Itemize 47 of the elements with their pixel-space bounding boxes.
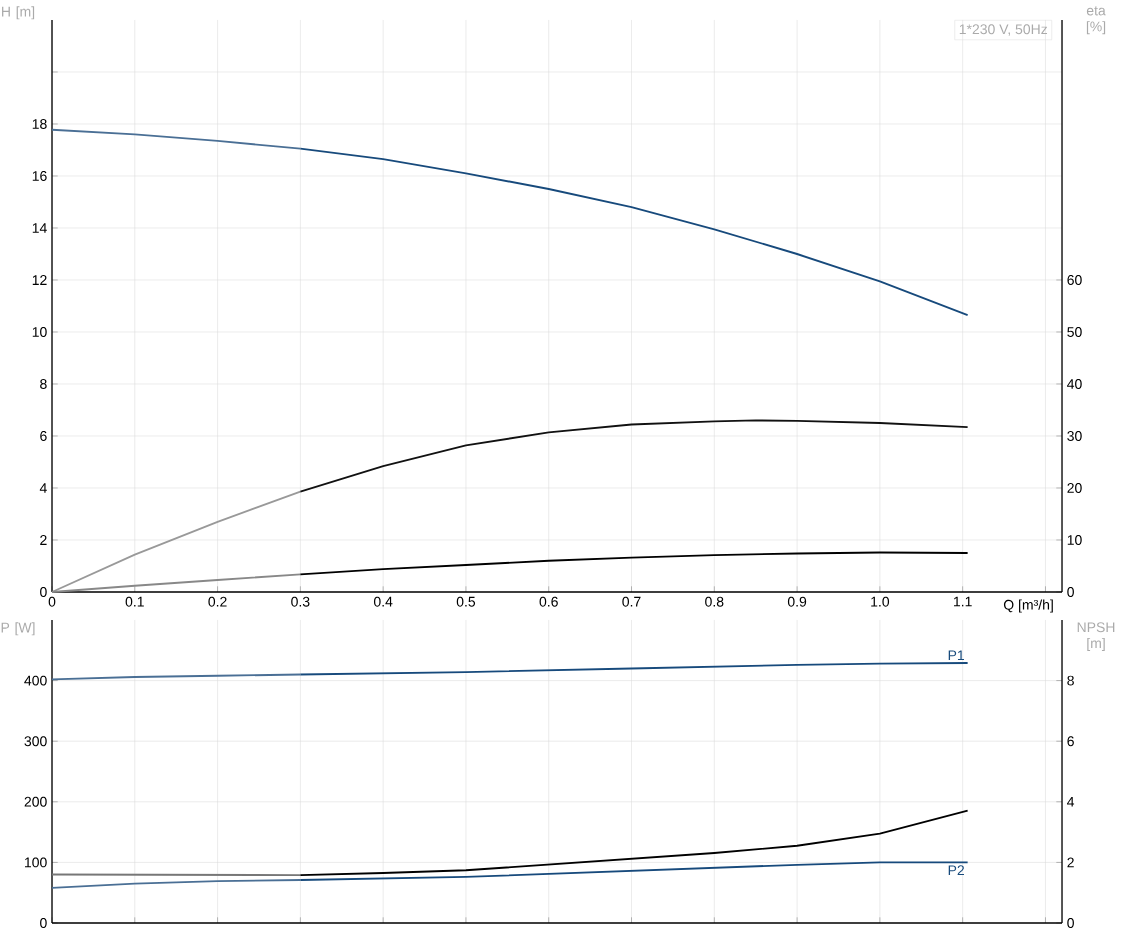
chart-title: 1*230 V, 50Hz: [959, 24, 1048, 36]
y2-tick-label: 0: [1067, 918, 1074, 928]
y2-tick-label: 50: [1067, 327, 1082, 337]
y-axis-title: P [W]: [1, 622, 35, 636]
y2-tick-label: 2: [1067, 857, 1074, 868]
y2-tick-label: 20: [1067, 483, 1082, 493]
y-tick-label: 12: [32, 275, 47, 285]
y-tick-label: 2: [40, 535, 47, 545]
y2-tick-label: 60: [1067, 275, 1082, 285]
y2-tick-label: 40: [1067, 379, 1082, 389]
y2-axis-title: NPSH [m]: [1077, 622, 1115, 651]
y2-tick-label: 0: [1067, 587, 1074, 597]
y-tick-label: 6: [40, 431, 47, 441]
y-tick-label: 300: [24, 736, 47, 747]
series-label: P2: [948, 865, 964, 876]
y-tick-label: 0: [40, 587, 47, 597]
y-tick-label: 200: [24, 796, 47, 807]
x-tick-label: 0.9: [787, 596, 807, 607]
y2-tick-label: 8: [1067, 675, 1074, 686]
x-tick-label: 0: [48, 596, 56, 607]
y2-tick-label: 6: [1067, 736, 1074, 747]
x-tick-label: 0.4: [373, 596, 393, 607]
y-tick-label: 10: [32, 327, 47, 337]
y2-axis-title: eta [%]: [1086, 6, 1106, 35]
y-tick-label: 100: [25, 857, 47, 868]
y-tick-label: 400: [24, 675, 47, 686]
y-tick-label: 8: [40, 379, 47, 389]
x-tick-label: 1.1: [954, 596, 972, 607]
x-axis-title: Q [m³/h]: [1003, 599, 1053, 613]
x-tick-label: 0.2: [208, 596, 227, 607]
x-tick-label: 0.7: [622, 596, 641, 607]
x-tick-label: 0.8: [705, 596, 724, 607]
y-tick-label: 4: [39, 483, 47, 493]
y-tick-label: 0: [40, 918, 47, 928]
y2-tick-label: 4: [1067, 796, 1075, 807]
x-tick-label: 0.5: [456, 596, 476, 607]
y-tick-label: 14: [32, 223, 47, 233]
x-tick-label: 0.1: [125, 596, 144, 607]
y-tick-label: 16: [32, 171, 47, 181]
series-label: P1: [948, 650, 965, 661]
y-axis-title: H [m]: [2, 6, 35, 20]
x-tick-label: 0.3: [291, 596, 310, 607]
y2-tick-label: 10: [1067, 535, 1082, 545]
x-tick-label: 1.0: [871, 596, 890, 607]
y2-tick-label: 30: [1067, 431, 1082, 441]
x-tick-label: 0.6: [539, 596, 558, 607]
y-tick-label: 18: [32, 119, 47, 129]
